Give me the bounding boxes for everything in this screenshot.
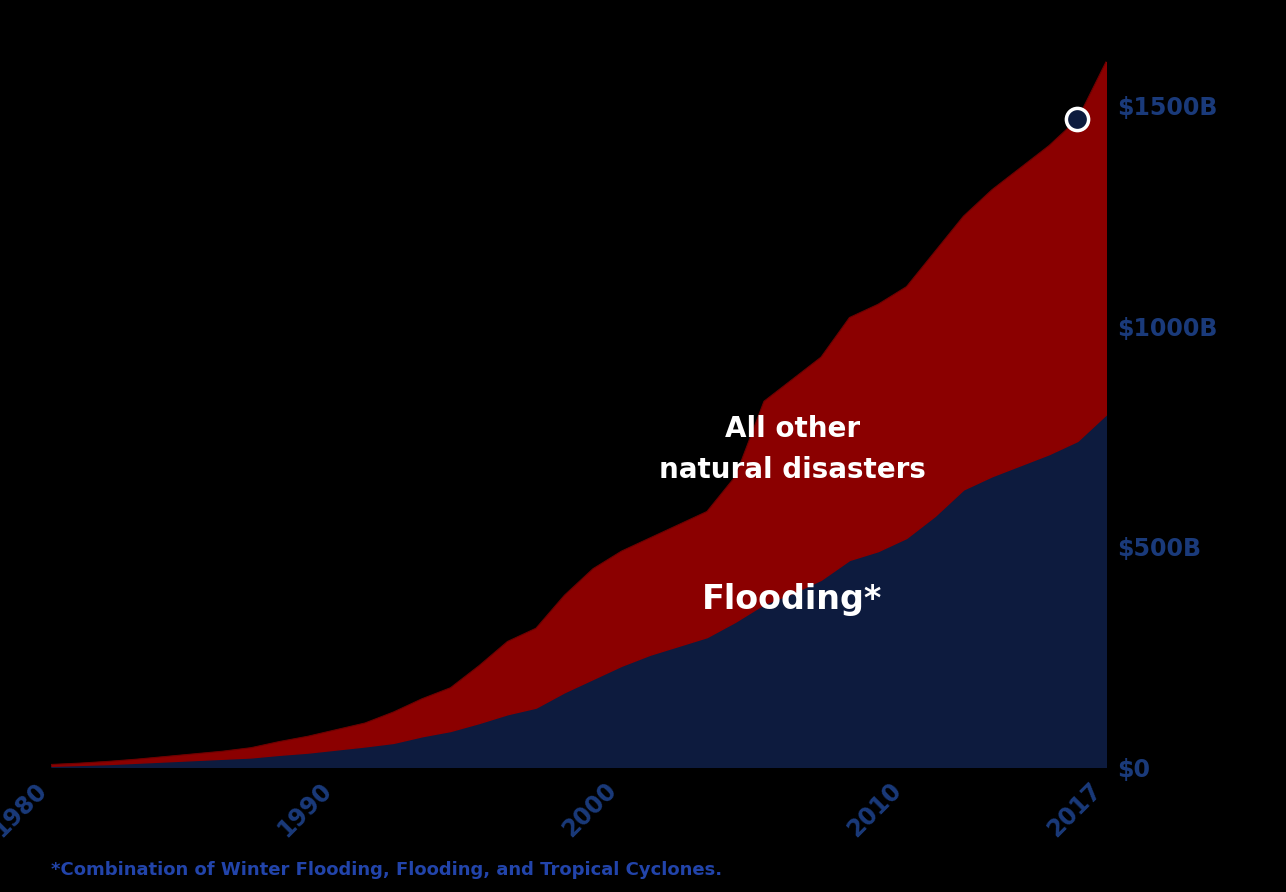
- Text: *Combination of Winter Flooding, Flooding, and Tropical Cyclones.: *Combination of Winter Flooding, Floodin…: [51, 861, 723, 879]
- Text: Flooding*: Flooding*: [702, 583, 882, 616]
- Text: All other
natural disasters: All other natural disasters: [658, 415, 926, 484]
